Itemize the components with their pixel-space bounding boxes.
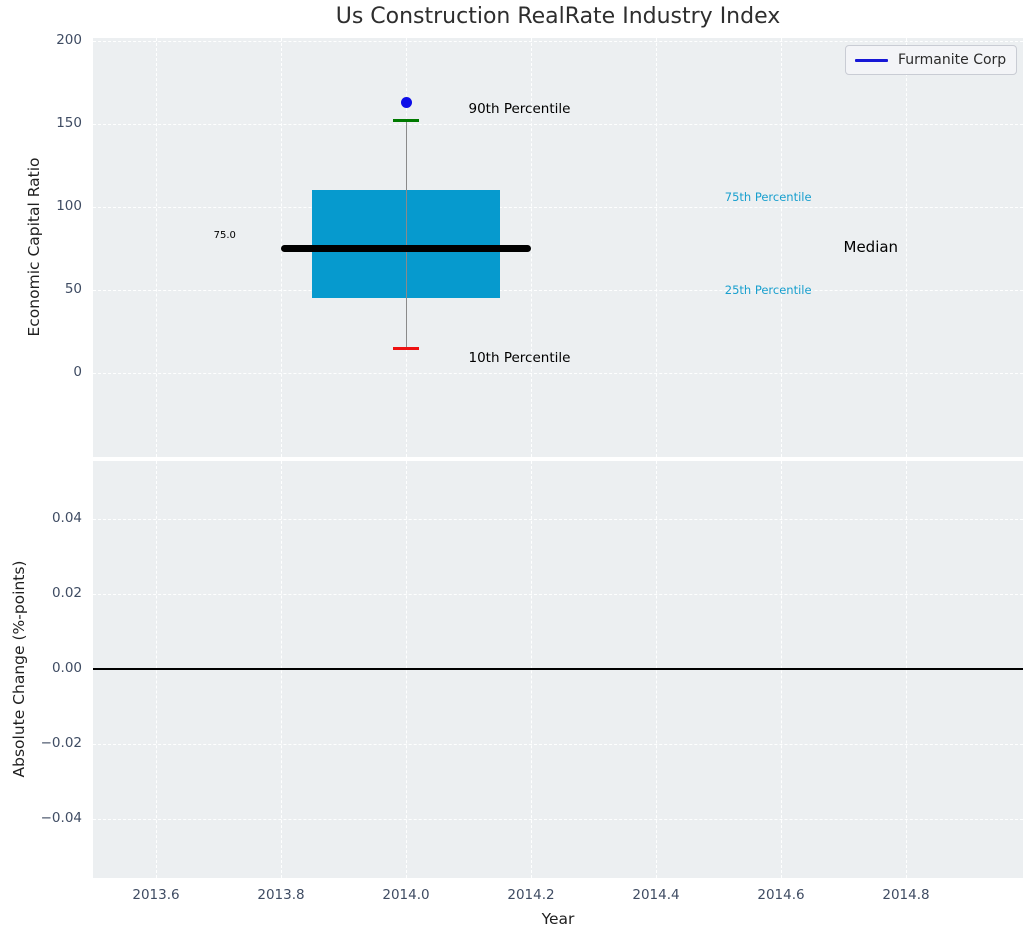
legend: Furmanite Corp bbox=[845, 45, 1017, 75]
y-tick-label: 200 bbox=[56, 32, 82, 48]
legend-label: Furmanite Corp bbox=[898, 52, 1007, 68]
x-tick-label: 2014.0 bbox=[382, 887, 430, 903]
gridline-horizontal bbox=[93, 207, 1023, 208]
x-tick-label: 2014.2 bbox=[507, 887, 555, 903]
whisker-cap-90th bbox=[393, 118, 419, 123]
y-tick-label: 0.02 bbox=[51, 585, 82, 601]
x-tick-label: 2014.8 bbox=[882, 887, 930, 903]
y-tick-label: 150 bbox=[56, 115, 82, 131]
y-tick-label: 100 bbox=[56, 198, 82, 214]
gridline-vertical bbox=[781, 38, 782, 457]
gridline-vertical bbox=[906, 38, 907, 457]
axes-economic-capital-ratio: 90th Percentile 10th Percentile 75.0 75th P… bbox=[93, 38, 1023, 457]
median-line bbox=[281, 245, 531, 252]
company-point bbox=[400, 96, 412, 108]
x-tick-label: 2013.8 bbox=[257, 887, 305, 903]
y-tick-label: −0.04 bbox=[40, 810, 82, 826]
p90-label: 90th Percentile bbox=[468, 101, 571, 118]
legend-line-sample bbox=[855, 58, 888, 62]
gridline-vertical bbox=[656, 38, 657, 457]
y-tick-label: 50 bbox=[64, 281, 82, 297]
axes-absolute-change bbox=[93, 461, 1023, 878]
gridline-vertical bbox=[531, 38, 532, 457]
gridline-horizontal bbox=[93, 519, 1023, 520]
y-axis-label-top: Economic Capital Ratio bbox=[25, 157, 43, 337]
whisker-cap-10th bbox=[393, 347, 419, 351]
x-axis-label: Year bbox=[541, 910, 575, 928]
gridline-horizontal bbox=[93, 290, 1023, 291]
gridline-horizontal bbox=[93, 373, 1023, 374]
y-tick-label: −0.02 bbox=[40, 735, 82, 751]
x-tick-label: 2013.6 bbox=[132, 887, 180, 903]
p75-label: 75th Percentile bbox=[724, 190, 812, 205]
gridline-horizontal bbox=[93, 41, 1023, 42]
gridline-vertical bbox=[156, 38, 157, 457]
p10-label: 10th Percentile bbox=[468, 350, 571, 367]
chart-title: Us Construction RealRate Industry Index bbox=[335, 4, 781, 29]
y-tick-label: 0.04 bbox=[51, 510, 82, 526]
x-tick-label: 2014.6 bbox=[757, 887, 805, 903]
gridline-horizontal bbox=[93, 594, 1023, 595]
zero-line bbox=[93, 668, 1023, 670]
x-tick-label: 2014.4 bbox=[632, 887, 680, 903]
p25-label: 25th Percentile bbox=[724, 283, 812, 298]
whisker-line bbox=[405, 120, 407, 349]
gridline-horizontal bbox=[93, 124, 1023, 125]
y-tick-label: 0.00 bbox=[51, 660, 82, 676]
median-label: Median bbox=[843, 238, 899, 257]
gridline-horizontal bbox=[93, 744, 1023, 745]
median-value-label: 75.0 bbox=[213, 230, 236, 242]
y-tick-label: 0 bbox=[73, 364, 82, 380]
gridline-horizontal bbox=[93, 819, 1023, 820]
